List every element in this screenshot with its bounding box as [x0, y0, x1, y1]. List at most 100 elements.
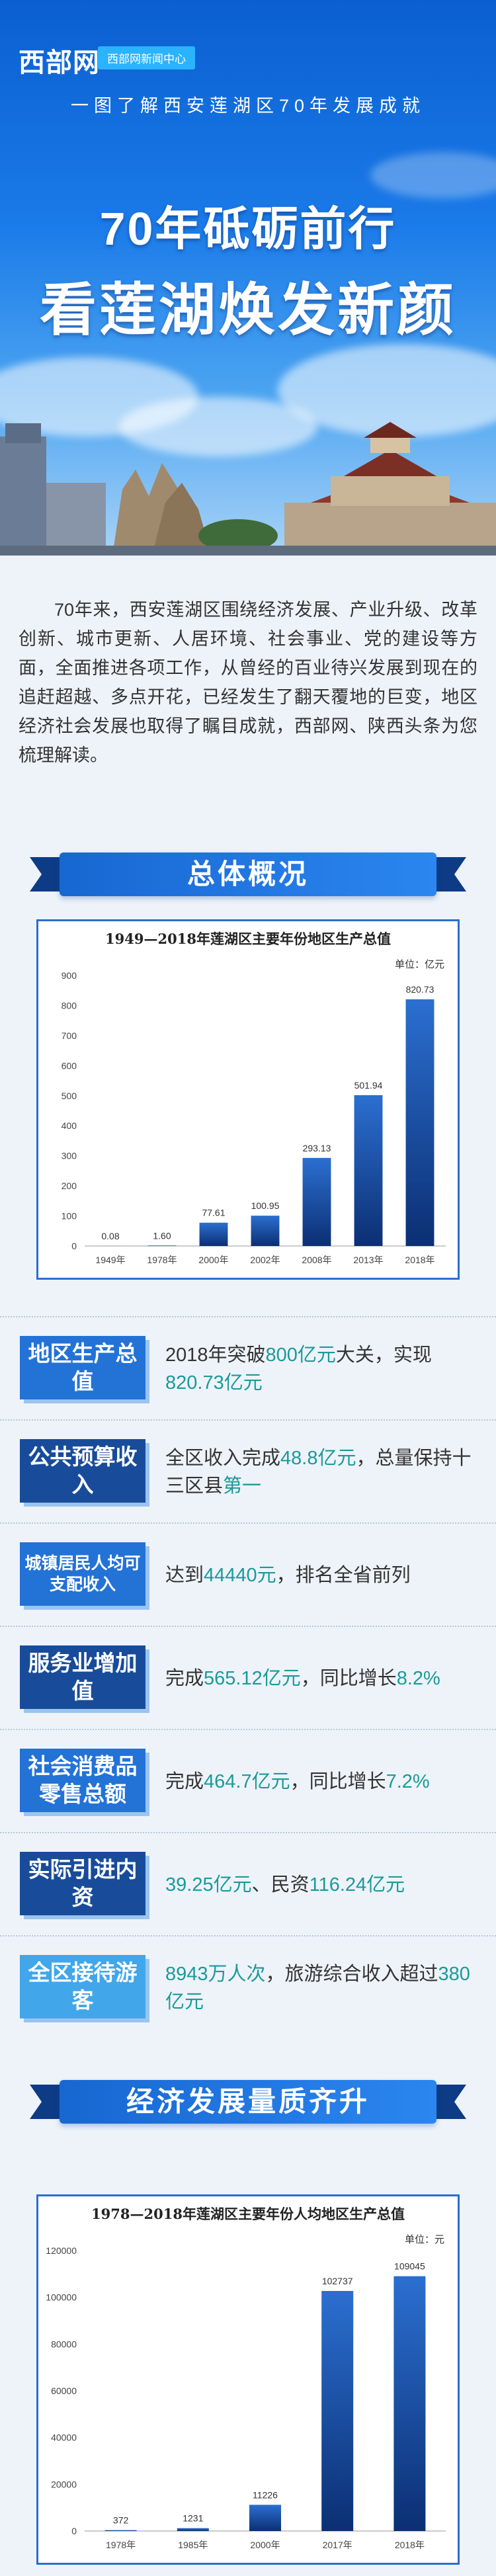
divider — [0, 1832, 496, 1833]
y-tick-label: 100000 — [46, 2292, 77, 2303]
y-tick-label: 0 — [71, 2526, 77, 2536]
section-title: 经济发展量质齐升 — [60, 2080, 436, 2124]
stat-label: 服务业增加值 — [20, 1645, 145, 1709]
stat-service-industry: 服务业增加值 完成565.12亿元，同比增长8.2% — [20, 1639, 476, 1718]
bar-value-label: 293.13 — [303, 1143, 331, 1153]
brand-tag: 西部网新闻中心 — [98, 46, 195, 69]
stat-text: 8943万人次，旅游综合收入超过380亿元 — [165, 1964, 470, 2013]
stat-text: 39.25亿元、民资116.24亿元 — [165, 1874, 405, 1895]
stat-label: 城镇居民人均可支配收入 — [20, 1542, 145, 1606]
y-tick-label: 400 — [62, 1120, 77, 1131]
y-tick-label: 100 — [62, 1211, 77, 1222]
bar-value-label: 1.60 — [153, 1230, 171, 1241]
bar — [302, 1157, 331, 1246]
y-tick-label: 200 — [62, 1181, 77, 1191]
hero-subtitle: 一图了解西安莲湖区70年发展成就 — [70, 96, 426, 116]
bar-value-label: 0.08 — [101, 1231, 119, 1241]
section-banner-economy: 经济发展量质齐升 — [0, 2075, 496, 2128]
per-capita-gdp-chart-card: 1978—2018年莲湖区主要年份人均地区生产总值单位：元 0 20000 40000… — [36, 2194, 460, 2565]
bar-value-label: 100.95 — [251, 1200, 280, 1211]
y-tick-label: 20000 — [51, 2479, 77, 2489]
bar-value-label: 11226 — [253, 2489, 278, 2500]
x-tick-label: 2000年 — [250, 2540, 280, 2550]
bar — [354, 1095, 383, 1246]
stat-text: 达到44440元，排名全省前列 — [165, 1565, 411, 1586]
x-tick-label: 2018年 — [395, 2540, 425, 2550]
chart-title: 1978—2018年莲湖区主要年份人均地区生产总值 — [91, 2206, 405, 2222]
chart-unit-label: 单位：元 — [405, 2234, 444, 2245]
hero-title-line2: 看莲湖焕发新颜 — [40, 278, 456, 342]
y-tick-label: 300 — [62, 1151, 77, 1161]
bar — [251, 1216, 280, 1246]
bar — [249, 2505, 281, 2531]
y-tick-label: 120000 — [46, 2245, 77, 2256]
bar — [321, 2290, 354, 2531]
divider — [0, 1522, 496, 1524]
stat-label: 全区接待游客 — [20, 1955, 145, 2018]
y-tick-label: 40000 — [51, 2432, 77, 2443]
y-tick-label: 80000 — [51, 2339, 77, 2349]
bar — [199, 1222, 228, 1246]
hero-banner: 西部网 西部网新闻中心 一图了解西安莲湖区70年发展成就 70年砥砺前行 看莲湖… — [0, 0, 496, 556]
y-tick-label: 0 — [71, 1241, 77, 1251]
stat-label: 社会消费品零售总额 — [20, 1749, 145, 1812]
stat-label: 地区生产总值 — [20, 1336, 145, 1399]
divider — [0, 1419, 496, 1421]
city-skyline-illustration — [0, 422, 496, 556]
stat-label: 公共预算收入 — [20, 1439, 145, 1503]
chart-title: 1949—2018年莲湖区主要年份地区生产总值 — [105, 931, 391, 947]
divider — [0, 1316, 496, 1317]
stat-retail-sales: 社会消费品零售总额 完成464.7亿元，同比增长7.2% — [20, 1742, 476, 1821]
bar-value-label: 102737 — [322, 2276, 353, 2286]
y-tick-label: 800 — [62, 1000, 77, 1011]
y-tick-label: 500 — [62, 1091, 77, 1101]
x-tick-label: 2018年 — [405, 1255, 434, 1265]
divider — [0, 1729, 496, 1730]
bar — [405, 999, 434, 1246]
intro-paragraph: 70年来，西安莲湖区围绕经济发展、产业升级、改革创新、城市更新、人居环境、社会事… — [19, 600, 477, 765]
stat-text: 完成565.12亿元，同比增长8.2% — [165, 1668, 440, 1689]
bar-value-label: 372 — [113, 2515, 129, 2526]
x-tick-label: 2017年 — [323, 2540, 352, 2550]
bar-value-label: 501.94 — [354, 1080, 383, 1091]
hero-title-line1: 70年砥砺前行 — [99, 203, 397, 255]
stat-public-budget: 公共预算收入 全区收入完成48.8亿元，总量保持十三区县第一 — [20, 1433, 476, 1512]
stat-tourism: 全区接待游客 8943万人次，旅游综合收入超过380亿元 — [20, 1948, 476, 2028]
x-tick-label: 2008年 — [302, 1255, 331, 1265]
x-tick-label: 1949年 — [95, 1255, 125, 1265]
stat-gdp: 地区生产总值 2018年突破800亿元大关，实现820.73亿元 — [20, 1329, 476, 1409]
x-tick-label: 1978年 — [147, 1255, 177, 1265]
bar — [393, 2276, 426, 2531]
y-tick-label: 60000 — [51, 2386, 77, 2396]
bar — [177, 2528, 209, 2531]
bar-value-label: 1231 — [183, 2513, 203, 2524]
stat-label: 实际引进内资 — [20, 1852, 145, 1915]
chart-unit-label: 单位：亿元 — [395, 959, 444, 970]
divider — [0, 1935, 496, 1936]
section-title: 总体概况 — [60, 852, 436, 896]
bar-value-label: 77.61 — [202, 1208, 225, 1218]
bar — [147, 1245, 177, 1246]
x-tick-label: 2013年 — [353, 1255, 383, 1265]
y-tick-label: 900 — [62, 970, 77, 981]
stat-text: 全区收入完成48.8亿元，总量保持十三区县第一 — [165, 1448, 472, 1497]
section-banner-overview: 总体概况 — [0, 848, 496, 901]
divider — [0, 1626, 496, 1627]
x-tick-label: 1978年 — [106, 2540, 136, 2550]
bar — [104, 2530, 137, 2531]
stat-investment: 实际引进内资 39.25亿元、民资116.24亿元 — [20, 1845, 476, 1925]
y-tick-label: 600 — [62, 1060, 77, 1071]
gdp-chart-card: 1949—2018年莲湖区主要年份地区生产总值单位：亿元 0 100 200 300 40… — [36, 919, 460, 1280]
bar-value-label: 820.73 — [406, 984, 434, 995]
x-tick-label: 2002年 — [250, 1255, 280, 1265]
x-tick-label: 1985年 — [178, 2540, 208, 2550]
x-tick-label: 2000年 — [198, 1255, 228, 1265]
stat-text: 2018年突破800亿元大关，实现820.73亿元 — [165, 1345, 432, 1393]
stat-text: 完成464.7亿元，同比增长7.2% — [165, 1771, 430, 1792]
bar-value-label: 109045 — [394, 2261, 425, 2272]
y-tick-label: 700 — [62, 1030, 77, 1041]
stat-disposable-income: 城镇居民人均可支配收入 达到44440元，排名全省前列 — [20, 1536, 476, 1615]
